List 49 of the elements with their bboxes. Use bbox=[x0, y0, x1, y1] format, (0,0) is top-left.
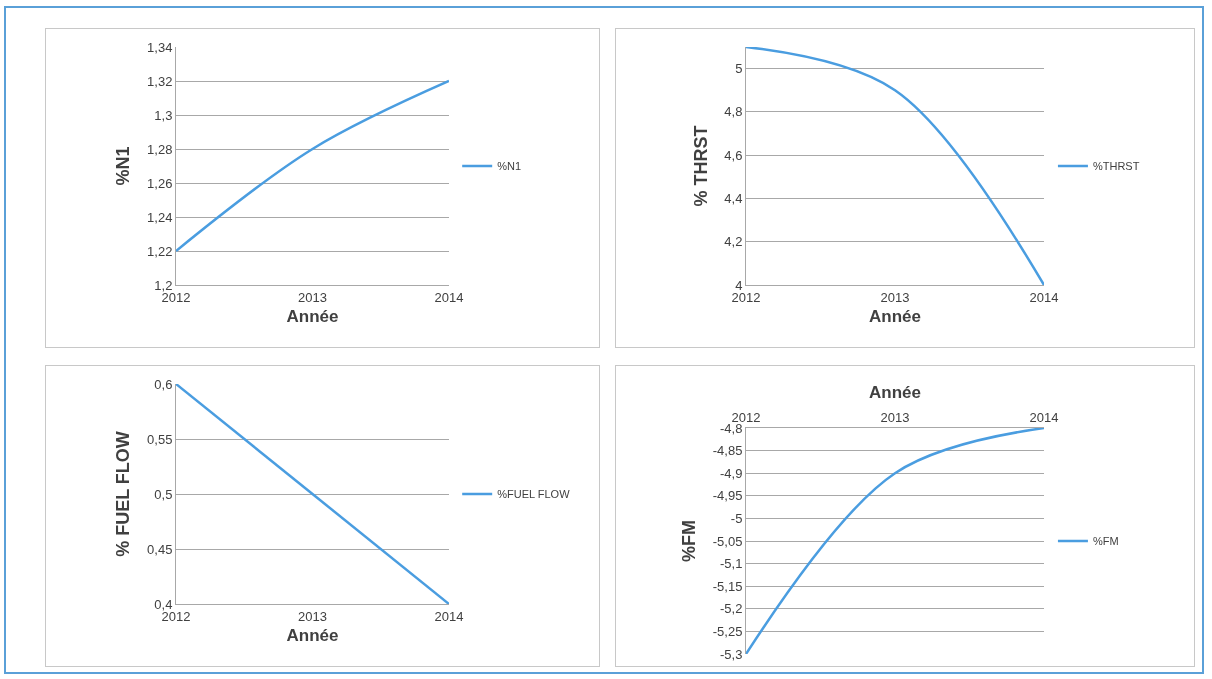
y-tick-label: 0,5 bbox=[154, 486, 173, 502]
x-tick-label: 2014 bbox=[434, 289, 464, 305]
y-tick-label: -5,3 bbox=[719, 646, 743, 662]
x-tick-label: 2012 bbox=[731, 409, 761, 425]
y-tick-label: -5,25 bbox=[712, 623, 743, 639]
x-axis-title: Année bbox=[286, 626, 339, 645]
y-tick-label: 1,28 bbox=[147, 141, 173, 157]
y-tick-label: 1,32 bbox=[147, 73, 173, 89]
x-tick-label: 2013 bbox=[298, 289, 327, 305]
y-axis-title: %N1 bbox=[113, 146, 134, 186]
y-axis-title: % FUEL FLOW bbox=[113, 431, 134, 557]
y-tick-label: -5,15 bbox=[712, 578, 743, 594]
legend-label: %FM bbox=[1092, 535, 1119, 548]
y-tick-label: -5 bbox=[730, 510, 743, 526]
legend-label: %THRST bbox=[1092, 160, 1140, 173]
y-tick-label: 0,55 bbox=[147, 431, 173, 447]
x-tick-label: 2013 bbox=[880, 409, 910, 425]
y-tick-label: -5,2 bbox=[719, 601, 743, 617]
y-tick-label: 1,22 bbox=[147, 243, 173, 259]
y-tick-label: -4,9 bbox=[719, 465, 743, 481]
x-tick-label: 2014 bbox=[1029, 409, 1059, 425]
x-axis-title: Année bbox=[869, 307, 921, 326]
y-tick-label: 5 bbox=[735, 61, 743, 77]
y-tick-label: 0,4 bbox=[154, 596, 173, 612]
y-tick-label: 0,6 bbox=[154, 376, 173, 392]
x-tick-label: 2014 bbox=[434, 608, 464, 624]
y-tick-label: -5,05 bbox=[712, 533, 743, 549]
y-tick-label: 1,3 bbox=[154, 107, 173, 123]
y-tick-label: -4,95 bbox=[712, 488, 743, 504]
y-tick-label: 0,45 bbox=[147, 541, 173, 557]
legend-label: %N1 bbox=[497, 160, 522, 173]
y-tick-label: -4,85 bbox=[712, 443, 743, 459]
y-tick-label: 4,4 bbox=[724, 191, 743, 206]
x-tick-label: 2014 bbox=[1029, 289, 1059, 305]
y-tick-label: 1,26 bbox=[147, 175, 173, 191]
y-tick-label: 1,34 bbox=[147, 39, 173, 55]
y-tick-label: -5,1 bbox=[719, 556, 743, 572]
y-tick-label: 4,8 bbox=[724, 104, 743, 120]
y-tick-label: 1,24 bbox=[147, 209, 173, 225]
x-axis-title: Année bbox=[286, 307, 339, 326]
x-tick-label: 2013 bbox=[880, 289, 910, 305]
y-axis-title: %FM bbox=[678, 520, 699, 562]
legend-label: %FUEL FLOW bbox=[497, 488, 571, 501]
y-tick-label: 1,2 bbox=[154, 277, 173, 293]
x-tick-label: 2013 bbox=[298, 608, 327, 624]
y-tick-label: 4,6 bbox=[724, 147, 743, 163]
x-axis-title: Année bbox=[869, 383, 921, 403]
y-axis-title: % THRST bbox=[690, 125, 711, 207]
y-tick-label: 4,2 bbox=[724, 234, 743, 250]
